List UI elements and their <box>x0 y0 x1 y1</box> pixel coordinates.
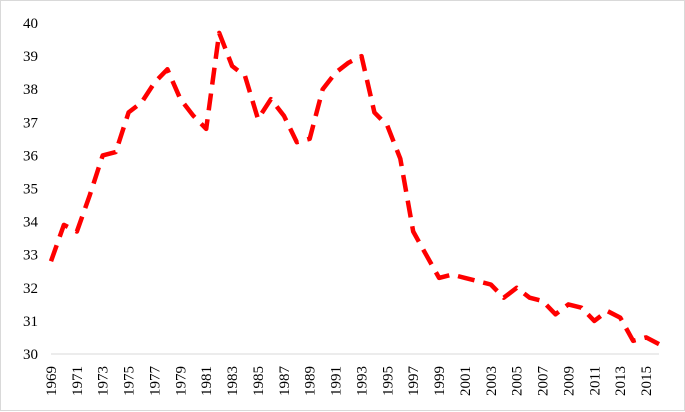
data-point <box>450 273 454 277</box>
y-tick-label: 37 <box>23 115 39 131</box>
data-point <box>476 279 480 283</box>
y-tick-label: 39 <box>23 49 38 65</box>
x-tick-label: 1991 <box>329 366 345 396</box>
x-tick-label: 1971 <box>70 366 86 396</box>
x-tick-label: 1997 <box>406 366 422 397</box>
y-tick-label: 31 <box>23 314 38 330</box>
x-tick-label: 1983 <box>225 366 241 396</box>
series-layer <box>48 30 661 347</box>
x-tick-label: 1969 <box>44 366 60 396</box>
y-tick-label: 38 <box>23 82 38 98</box>
y-tick-label: 34 <box>23 215 39 231</box>
x-tick-label: 1999 <box>432 366 448 396</box>
x-tick-label: 2003 <box>484 366 500 396</box>
x-tick-label: 1973 <box>96 366 112 396</box>
x-tick-label: 2011 <box>587 366 603 395</box>
x-tick-label: 1987 <box>277 366 293 397</box>
data-point <box>541 299 545 303</box>
x-tick-label: 1985 <box>251 366 267 396</box>
x-tick-label: 1975 <box>122 366 138 396</box>
x-tick-label: 1993 <box>354 366 370 396</box>
series-line <box>48 30 661 347</box>
data-point <box>334 71 338 75</box>
x-tick-label: 1979 <box>173 366 189 396</box>
x-tick-label: 1977 <box>147 366 163 397</box>
y-axis: 30 31 32 33 34 35 36 37 38 39 40 <box>23 16 39 363</box>
y-tick-label: 40 <box>23 16 38 32</box>
x-tick-label: 2001 <box>458 366 474 396</box>
x-tick-label: 2005 <box>510 366 526 396</box>
x-axis: 1969 1971 1973 1975 1977 1979 1981 1983 1985 1987… <box>44 353 659 397</box>
data-point <box>153 81 157 85</box>
x-tick-label: 2009 <box>561 366 577 396</box>
y-tick-label: 33 <box>23 248 38 264</box>
y-tick-label: 32 <box>23 281 38 297</box>
x-tick-label: 2013 <box>613 366 629 396</box>
y-tick-label: 36 <box>23 148 39 164</box>
x-tick-label: 1995 <box>380 366 396 396</box>
y-tick-label: 30 <box>23 347 38 363</box>
data-point <box>140 100 144 104</box>
x-tick-label: 1989 <box>303 366 319 396</box>
x-tick-label: 1981 <box>199 366 215 396</box>
data-point <box>256 117 260 121</box>
x-tick-label: 2007 <box>536 366 552 397</box>
x-tick-label: 2015 <box>639 366 655 396</box>
data-point <box>178 97 182 101</box>
y-tick-label: 35 <box>23 182 38 198</box>
